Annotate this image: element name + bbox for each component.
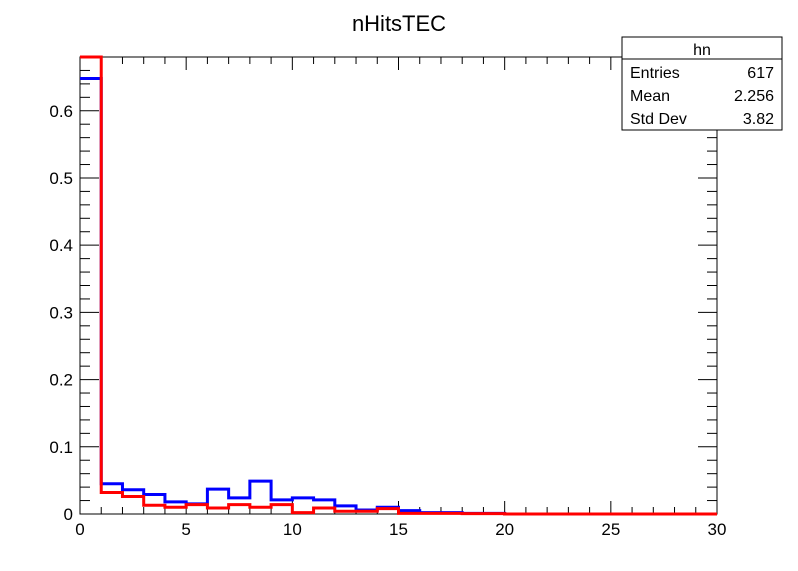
stats-entries-value: 617 bbox=[747, 65, 774, 82]
y-tick-label: 0 bbox=[64, 505, 73, 524]
x-tick-label: 10 bbox=[283, 520, 302, 539]
x-tick-label: 25 bbox=[601, 520, 620, 539]
chart-title: nHitsTEC bbox=[352, 11, 446, 36]
y-tick-label: 0.6 bbox=[49, 102, 73, 121]
x-tick-label: 30 bbox=[708, 520, 727, 539]
stats-mean-label: Mean bbox=[630, 88, 670, 105]
histogram-series-blue bbox=[80, 77, 717, 516]
stats-stddev-value: 3.82 bbox=[743, 111, 774, 128]
stats-stddev-label: Std Dev bbox=[630, 111, 687, 128]
x-tick-label: 20 bbox=[495, 520, 514, 539]
y-tick-label: 0.3 bbox=[49, 303, 73, 322]
stats-entries-label: Entries bbox=[630, 65, 680, 82]
x-tick-label: 5 bbox=[181, 520, 190, 539]
y-tick-label: 0.2 bbox=[49, 371, 73, 390]
y-tick-label: 0.1 bbox=[49, 438, 73, 457]
stats-mean-value: 2.256 bbox=[734, 88, 774, 105]
histogram-series-red bbox=[80, 55, 717, 516]
y-tick-label: 0.5 bbox=[49, 169, 73, 188]
stats-box: hn Entries 617 Mean 2.256 Std Dev 3.82 bbox=[621, 36, 783, 131]
plot-frame bbox=[79, 56, 718, 515]
series-layer bbox=[80, 55, 717, 516]
stats-box-frame bbox=[621, 36, 783, 131]
y-tick-label: 0.4 bbox=[49, 236, 73, 255]
stats-box-title: hn bbox=[693, 42, 711, 59]
x-tick-label: 0 bbox=[75, 520, 84, 539]
x-tick-label: 15 bbox=[389, 520, 408, 539]
